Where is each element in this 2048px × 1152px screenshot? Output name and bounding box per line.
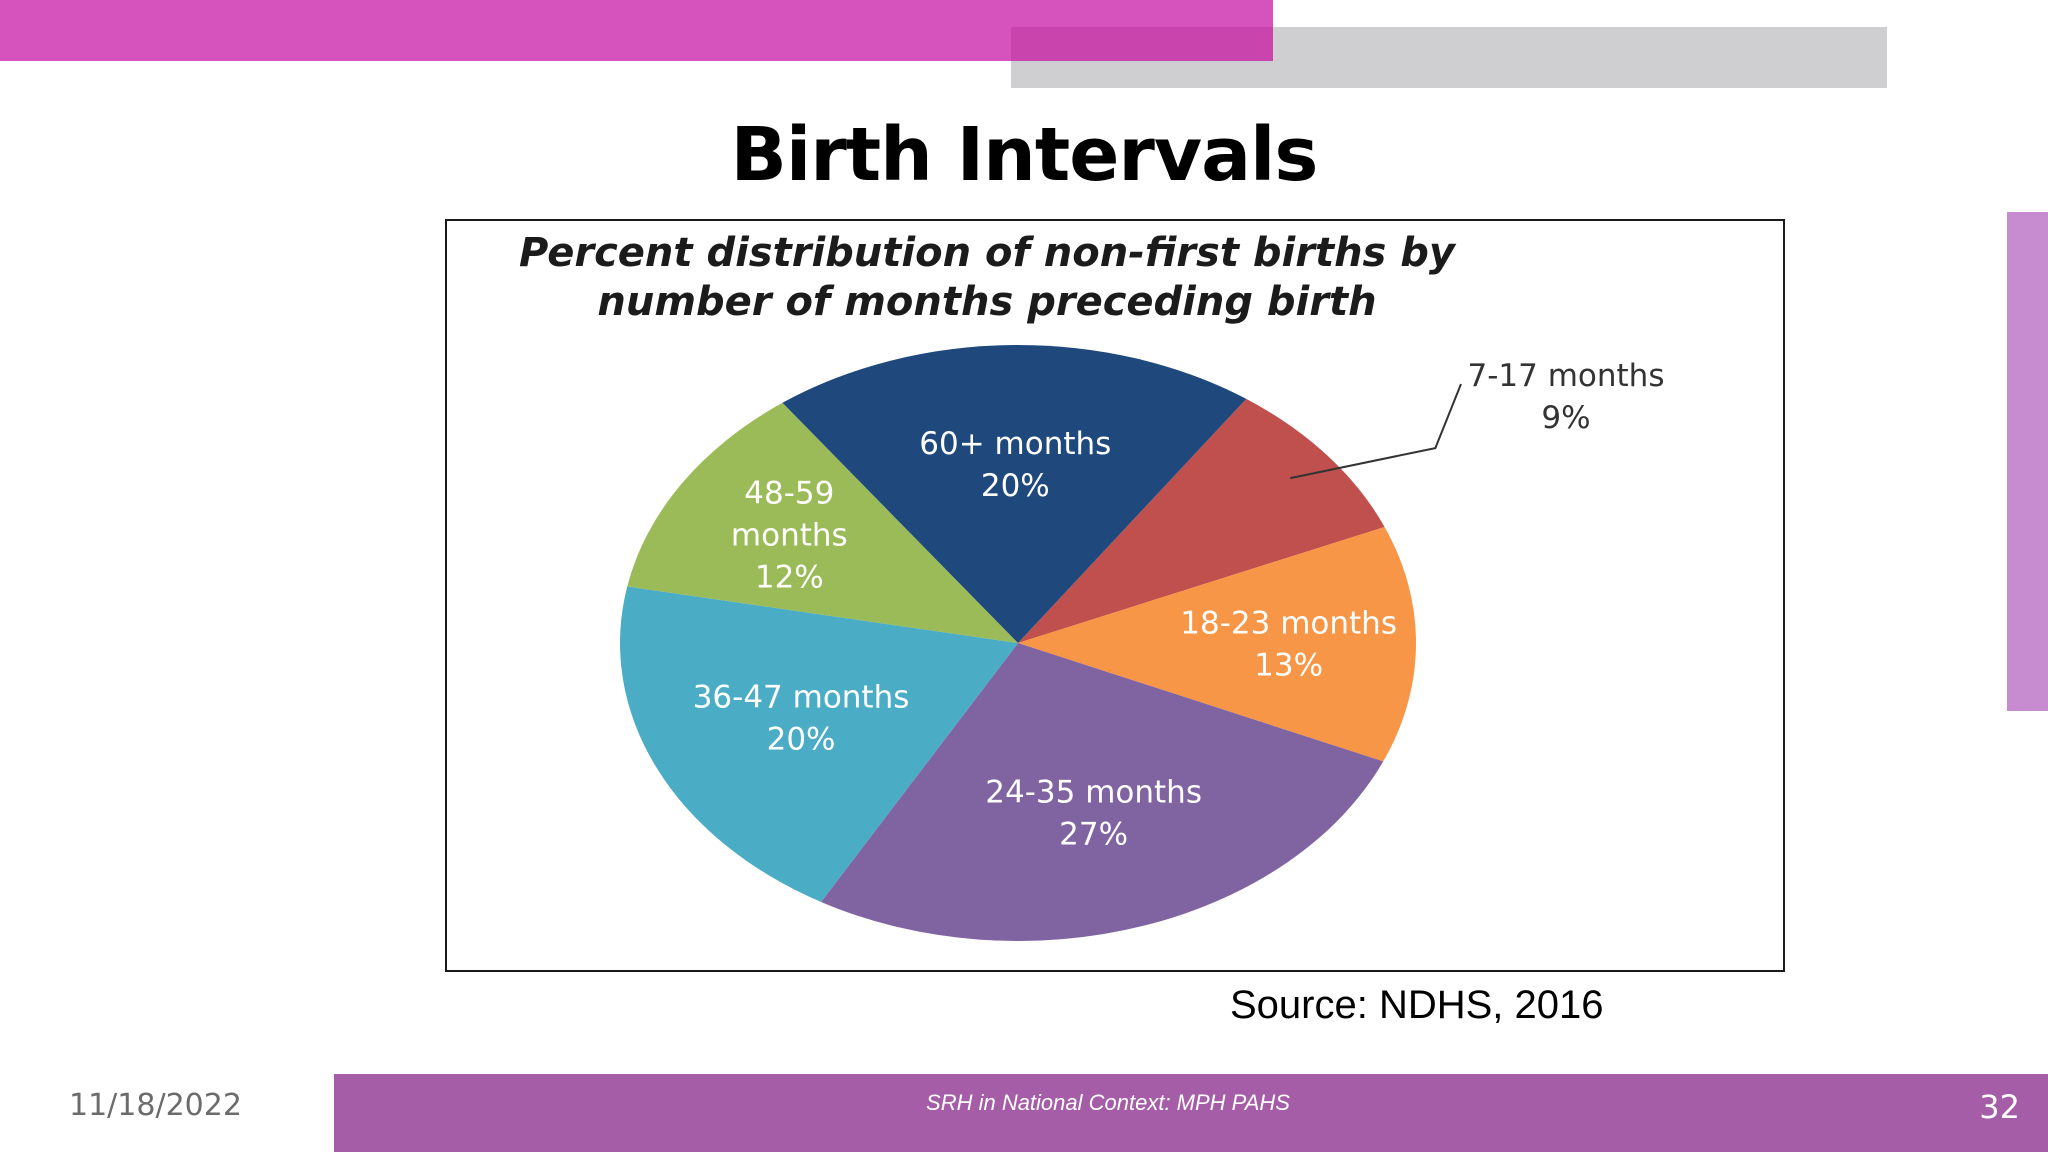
pie-slice-36-47-months [620,586,1018,902]
pie-label-7-17-months: 7-17 months 9% [1468,358,1665,436]
page-number: 32 [1979,1088,2020,1126]
pie-label-line: 48-59 [744,475,834,511]
pie-slice-60-months [782,345,1247,643]
pie-label-line: 18-23 months [1180,606,1397,642]
pie-slice-48-59-months [627,402,1018,643]
chart-title-line-2: number of months preceding birth [597,279,1377,325]
top-accent-bar-overlap [1011,27,1273,61]
pie-label-24-35-months: 24-35 months 27% [985,774,1202,852]
pie-label-line: 20% [981,468,1050,504]
pie-label-line: 20% [767,722,836,758]
pie-slice-24-35-months [821,643,1384,941]
pie-slice-18-23-months [1018,526,1416,762]
pie-leader-line-7-17-months [1290,383,1462,480]
pie-chart-frame: Percent distribution of non-first births… [445,219,1785,972]
pie-label-line: 9% [1541,400,1590,436]
pie-label-36-47-months: 36-47 months 20% [693,680,910,758]
footer-bar: SRH in National Context: MPH PAHS 32 [334,1074,2048,1152]
source-citation: Source: NDHS, 2016 [1230,983,1604,1027]
pie-slice-7-17-months [1018,398,1385,643]
pie-label-line: 24-35 months [985,774,1202,810]
slide-date: 11/18/2022 [69,1088,242,1123]
pie-label-18-23-months: 18-23 months 13% [1180,606,1397,684]
pie-label-48-59-months: 48-59 months 12% [731,475,848,595]
pie-label-line: months [731,517,848,553]
footer-text: SRH in National Context: MPH PAHS [926,1090,1290,1115]
pie-label-line: 7-17 months [1468,358,1665,394]
right-side-accent-bar [2007,212,2048,711]
chart-title: Percent distribution of non-first births… [487,229,1487,327]
pie-label-line: 27% [1059,816,1128,852]
pie-label-line: 60+ months [919,426,1111,462]
pie-label-line: 12% [755,559,824,595]
pie-label-line: 36-47 months [693,680,910,716]
slide-title: Birth Intervals [730,112,1319,198]
pie-chart: 7-17 months 9% 18-23 months 13% 24-35 months… [620,345,1665,941]
chart-title-line-1: Percent distribution of non-first births… [518,230,1455,276]
pie-label-line: 13% [1254,648,1323,684]
pie-label-60-months: 60+ months 20% [919,426,1111,504]
